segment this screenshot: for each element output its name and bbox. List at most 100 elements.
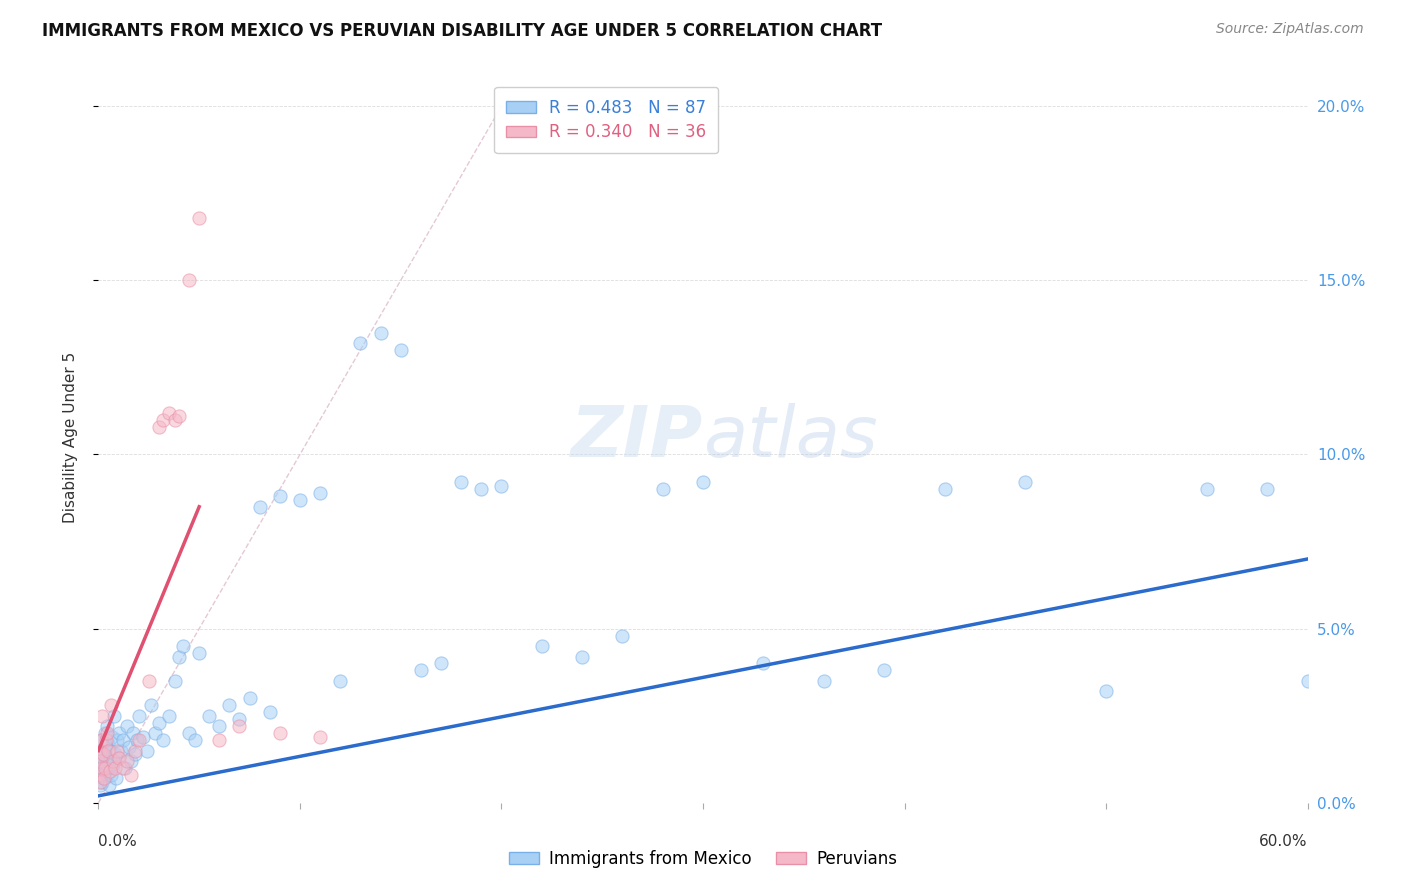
Point	[111, 733, 134, 747]
Point	[93, 772, 115, 786]
Point	[121, 726, 143, 740]
Point	[103, 761, 125, 775]
Point	[491, 479, 513, 493]
Point	[370, 326, 392, 340]
Point	[96, 768, 118, 782]
Point	[157, 406, 180, 420]
Point	[94, 764, 117, 779]
Point	[91, 708, 114, 723]
Point	[91, 733, 114, 747]
Point	[96, 733, 118, 747]
Point	[125, 733, 148, 747]
Point	[389, 343, 412, 357]
Point	[152, 412, 174, 426]
Point	[94, 740, 117, 755]
Point	[91, 775, 114, 789]
Point	[115, 719, 138, 733]
Point	[90, 768, 112, 782]
Point	[90, 733, 112, 747]
Legend: R = 0.483   N = 87, R = 0.340   N = 36: R = 0.483 N = 87, R = 0.340 N = 36	[495, 87, 718, 153]
Point	[172, 639, 194, 653]
Point	[96, 726, 118, 740]
Point	[93, 772, 115, 786]
Point	[651, 483, 673, 497]
Text: 0.0%: 0.0%	[98, 834, 138, 849]
Point	[89, 743, 111, 757]
Point	[89, 768, 111, 782]
Text: atlas: atlas	[703, 402, 877, 472]
Point	[163, 673, 186, 688]
Text: ZIP: ZIP	[571, 402, 703, 472]
Point	[167, 409, 190, 424]
Point	[120, 754, 142, 768]
Point	[104, 772, 127, 786]
Point	[139, 698, 162, 713]
Point	[813, 673, 835, 688]
Legend: Immigrants from Mexico, Peruvians: Immigrants from Mexico, Peruvians	[502, 844, 904, 875]
Point	[124, 747, 146, 761]
Point	[100, 730, 122, 744]
Text: Source: ZipAtlas.com: Source: ZipAtlas.com	[1216, 22, 1364, 37]
Point	[94, 726, 117, 740]
Point	[430, 657, 453, 671]
Point	[309, 730, 332, 744]
Point	[105, 733, 128, 747]
Point	[98, 754, 121, 768]
Point	[692, 475, 714, 490]
Point	[228, 719, 250, 733]
Point	[90, 754, 112, 768]
Point	[100, 698, 122, 713]
Point	[934, 483, 956, 497]
Point	[96, 719, 118, 733]
Point	[132, 730, 155, 744]
Point	[107, 750, 129, 764]
Point	[288, 492, 311, 507]
Point	[152, 733, 174, 747]
Point	[107, 750, 129, 764]
Point	[93, 747, 115, 761]
Point	[111, 761, 134, 775]
Point	[96, 750, 118, 764]
Point	[105, 743, 128, 757]
Point	[97, 761, 120, 775]
Point	[530, 639, 553, 653]
Point	[269, 726, 291, 740]
Y-axis label: Disability Age Under 5: Disability Age Under 5	[63, 351, 77, 523]
Point	[89, 761, 111, 775]
Point	[188, 646, 211, 660]
Point	[349, 336, 371, 351]
Point	[90, 754, 112, 768]
Point	[752, 657, 775, 671]
Text: IMMIGRANTS FROM MEXICO VS PERUVIAN DISABILITY AGE UNDER 5 CORRELATION CHART: IMMIGRANTS FROM MEXICO VS PERUVIAN DISAB…	[42, 22, 883, 40]
Point	[101, 757, 124, 772]
Point	[89, 778, 111, 792]
Point	[184, 733, 207, 747]
Point	[208, 719, 231, 733]
Point	[179, 726, 201, 740]
Point	[114, 761, 136, 775]
Point	[115, 754, 138, 768]
Point	[188, 211, 211, 225]
Point	[167, 649, 190, 664]
Point	[120, 768, 142, 782]
Point	[124, 743, 146, 757]
Point	[157, 708, 180, 723]
Point	[163, 412, 186, 426]
Point	[1014, 475, 1036, 490]
Point	[98, 743, 121, 757]
Point	[107, 726, 129, 740]
Point	[91, 761, 114, 775]
Point	[128, 733, 150, 747]
Point	[1296, 673, 1319, 688]
Point	[470, 483, 492, 497]
Point	[239, 691, 262, 706]
Point	[110, 743, 132, 757]
Point	[409, 664, 432, 678]
Point	[128, 708, 150, 723]
Point	[228, 712, 250, 726]
Point	[179, 273, 201, 287]
Point	[93, 757, 115, 772]
Point	[138, 673, 160, 688]
Point	[135, 743, 157, 757]
Point	[148, 715, 170, 730]
